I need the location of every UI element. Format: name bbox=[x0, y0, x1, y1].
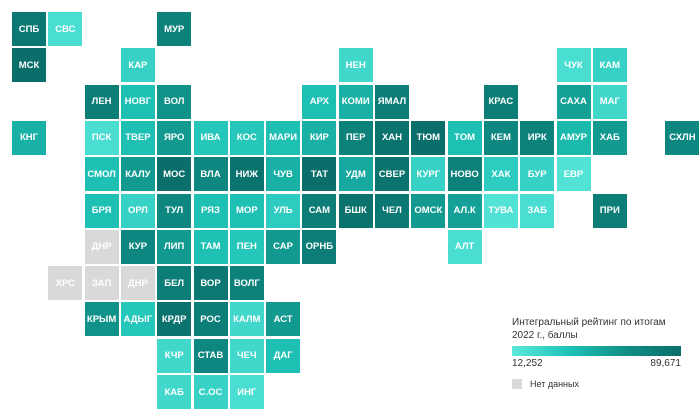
region-tile-тат: ТАТ bbox=[302, 157, 337, 192]
region-tile-орнб: ОРНБ bbox=[302, 229, 337, 264]
region-tile-смол: СМОЛ bbox=[84, 157, 119, 192]
region-tile-пен: ПЕН bbox=[229, 229, 264, 264]
region-tile-кчр: КЧР bbox=[157, 338, 192, 373]
region-tile-днр: ДНР bbox=[84, 229, 119, 264]
region-tile-мск: МСК bbox=[12, 48, 46, 83]
region-tile-крым: КРЫМ bbox=[84, 302, 119, 337]
region-tile-калу: КАЛУ bbox=[120, 157, 155, 192]
region-tile-кир: КИР bbox=[302, 120, 337, 155]
region-tile-став: СТАВ bbox=[193, 338, 228, 373]
legend-gradient-bar bbox=[512, 346, 681, 356]
region-tile-сар: САР bbox=[266, 229, 301, 264]
region-tile-чук: ЧУК bbox=[556, 48, 591, 83]
region-tile-чеч: ЧЕЧ bbox=[229, 338, 264, 373]
region-tile-кос: КОС bbox=[229, 120, 264, 155]
region-tile-рос: РОС bbox=[193, 302, 228, 337]
region-tile-зап: ЗАП bbox=[84, 266, 119, 301]
region-tile-яро: ЯРО bbox=[157, 120, 192, 155]
legend: Интегральный рейтинг по итогам 2022 г., … bbox=[512, 316, 684, 389]
region-tile-чув: ЧУВ bbox=[266, 157, 301, 192]
region-tile-маг: МАГ bbox=[592, 84, 627, 119]
region-tile-кар: КАР bbox=[120, 48, 155, 83]
region-tile-крдр: КРДР bbox=[157, 302, 192, 337]
legend-min-label: 12,252 bbox=[512, 358, 543, 369]
region-tile-заб: ЗАБ bbox=[520, 193, 555, 228]
region-tile-бур: БУР bbox=[520, 157, 555, 192]
region-tile-тул: ТУЛ bbox=[157, 193, 192, 228]
region-tile-нен: НЕН bbox=[338, 48, 373, 83]
region-tile-хак: ХАК bbox=[483, 157, 518, 192]
region-tile-каб: КАБ bbox=[157, 375, 192, 409]
region-tile-хрс: ХРС bbox=[48, 266, 83, 301]
legend-nodata: Нет данных bbox=[512, 379, 684, 389]
region-tile-орл: ОРЛ bbox=[120, 193, 155, 228]
nodata-swatch bbox=[512, 379, 522, 389]
region-tile-ново: НОВО bbox=[447, 157, 482, 192]
region-tile-пер: ПЕР bbox=[338, 120, 373, 155]
region-tile-новг: НОВГ bbox=[120, 84, 155, 119]
region-tile-вол: ВОЛ bbox=[157, 84, 192, 119]
region-tile-кам: КАМ bbox=[592, 48, 627, 83]
region-tile-тува: ТУВА bbox=[483, 193, 518, 228]
region-tile-калм: КАЛМ bbox=[229, 302, 264, 337]
region-tile-аст: АСТ bbox=[266, 302, 301, 337]
region-tile-уль: УЛЬ bbox=[266, 193, 301, 228]
region-tile-кур: КУР bbox=[120, 229, 155, 264]
legend-scale-labels: 12,252 89,671 bbox=[512, 358, 681, 369]
region-tile-твер: ТВЕР bbox=[120, 120, 155, 155]
region-tile-ирк: ИРК bbox=[520, 120, 555, 155]
region-tile-крас: КРАС bbox=[483, 84, 518, 119]
region-tile-днр: ДНР bbox=[120, 266, 155, 301]
region-tile-бшк: БШК bbox=[338, 193, 373, 228]
region-tile-омск: ОМСК bbox=[411, 193, 446, 228]
region-tile-алт: АЛТ bbox=[447, 229, 482, 264]
region-tile-сам: САМ bbox=[302, 193, 337, 228]
region-tile-мур: МУР bbox=[157, 12, 192, 46]
region-tile-том: ТОМ bbox=[447, 120, 482, 155]
region-tile-спб: СПБ bbox=[12, 12, 46, 46]
region-tile-чел: ЧЕЛ bbox=[375, 193, 409, 228]
region-tile-ива: ИВА bbox=[193, 120, 228, 155]
region-tile-кем: КЕМ bbox=[483, 120, 518, 155]
region-tile-вла: ВЛА bbox=[193, 157, 228, 192]
region-tile-кург: КУРГ bbox=[411, 157, 446, 192]
region-tile-мор: МОР bbox=[229, 193, 264, 228]
region-tile-мари: МАРИ bbox=[266, 120, 301, 155]
region-tile-пск: ПСК bbox=[84, 120, 119, 155]
region-tile-там: ТАМ bbox=[193, 229, 228, 264]
region-tile-ниж: НИЖ bbox=[229, 157, 264, 192]
region-tile-адыг: АДЫГ bbox=[120, 302, 155, 337]
region-tile-лен: ЛЕН bbox=[84, 84, 119, 119]
region-tile-хан: ХАН bbox=[375, 120, 409, 155]
region-tile-амур: АМУР bbox=[556, 120, 591, 155]
region-tile-схлн: СХЛН bbox=[665, 120, 700, 155]
region-tile-кнг: КНГ bbox=[12, 120, 46, 155]
nodata-label: Нет данных bbox=[530, 379, 579, 389]
region-tile-бел: БЕЛ bbox=[157, 266, 192, 301]
region-tile-свс: СВС bbox=[48, 12, 83, 46]
region-tile-арх: АРХ bbox=[302, 84, 337, 119]
region-tile-ямал: ЯМАЛ bbox=[375, 84, 409, 119]
region-tile-сос: С.ОС bbox=[193, 375, 228, 409]
region-tile-бря: БРЯ bbox=[84, 193, 119, 228]
region-tile-мос: МОС bbox=[157, 157, 192, 192]
region-tile-инг: ИНГ bbox=[229, 375, 264, 409]
region-tile-свер: СВЕР bbox=[375, 157, 409, 192]
region-tile-хаб: ХАБ bbox=[592, 120, 627, 155]
legend-title: Интегральный рейтинг по итогам 2022 г., … bbox=[512, 317, 666, 341]
region-tile-саха: САХА bbox=[556, 84, 591, 119]
region-tile-ряз: РЯЗ bbox=[193, 193, 228, 228]
region-tile-удм: УДМ bbox=[338, 157, 373, 192]
region-tile-тюм: ТЮМ bbox=[411, 120, 446, 155]
region-tile-при: ПРИ bbox=[592, 193, 627, 228]
region-tile-волг: ВОЛГ bbox=[229, 266, 264, 301]
region-tile-лип: ЛИП bbox=[157, 229, 192, 264]
region-tile-коми: КОМИ bbox=[338, 84, 373, 119]
legend-max-label: 89,671 bbox=[650, 358, 681, 369]
region-tile-евр: ЕВР bbox=[556, 157, 591, 192]
region-tile-даг: ДАГ bbox=[266, 338, 301, 373]
region-tile-алк: АЛ.К bbox=[447, 193, 482, 228]
region-tile-вор: ВОР bbox=[193, 266, 228, 301]
